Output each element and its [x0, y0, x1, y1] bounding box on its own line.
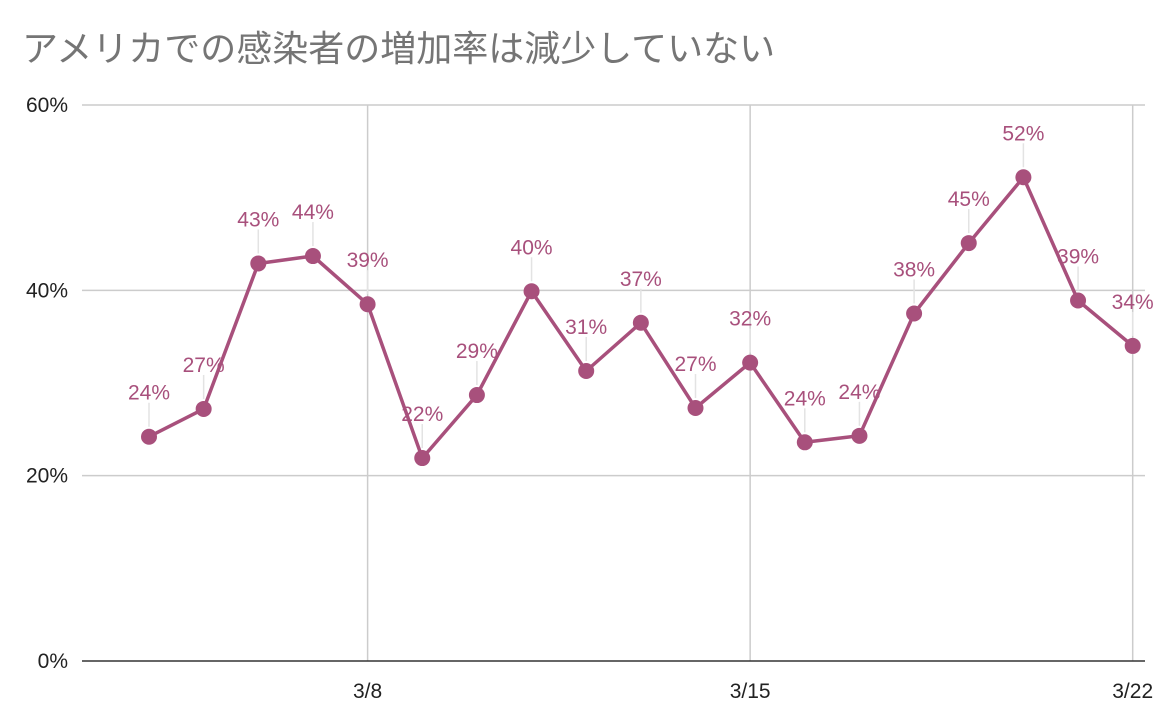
- data-point: [359, 296, 376, 313]
- data-label: 24%: [784, 387, 826, 410]
- chart-title: アメリカでの感染者の増加率は減少していない: [22, 29, 776, 70]
- x-tick-label: 3/8: [353, 680, 382, 703]
- y-tick-label: 20%: [26, 465, 68, 488]
- gridlines: [82, 104, 1145, 661]
- series-points: [141, 169, 1141, 467]
- data-point: [468, 387, 485, 404]
- data-label: 37%: [620, 268, 662, 291]
- data-point: [906, 305, 923, 322]
- data-label: 31%: [565, 316, 607, 339]
- data-label: 52%: [1002, 122, 1044, 145]
- data-label: 27%: [674, 353, 716, 376]
- label-leaders: [148, 143, 1134, 449]
- data-label: 45%: [948, 188, 990, 211]
- data-point: [195, 400, 212, 417]
- data-label: 44%: [292, 201, 334, 224]
- data-point: [304, 248, 321, 265]
- data-label: 40%: [511, 236, 553, 259]
- data-point: [250, 255, 267, 272]
- y-tick-label: 0%: [38, 650, 68, 673]
- data-point: [851, 427, 868, 444]
- data-point: [578, 362, 595, 379]
- data-label: 39%: [347, 249, 389, 272]
- data-point: [632, 314, 649, 331]
- data-point: [523, 283, 540, 300]
- data-point: [1070, 292, 1087, 309]
- data-label: 43%: [237, 208, 279, 231]
- data-label: 24%: [838, 381, 880, 404]
- data-point: [960, 235, 977, 252]
- data-label: 24%: [128, 382, 170, 405]
- data-label: 27%: [183, 354, 225, 377]
- y-tick-label: 40%: [26, 279, 68, 302]
- data-point: [796, 434, 813, 451]
- data-labels: 24% 27% 43% 44% 39% 22% 29% 40% 31% 37% 27% 32% 24% 2…: [128, 122, 1154, 426]
- data-label: 34%: [1112, 291, 1154, 314]
- x-tick-label: 3/22: [1112, 680, 1153, 703]
- axes: 0% 20% 40% 60% 3/8 3/15 3/22: [26, 94, 1153, 703]
- data-point: [742, 354, 759, 371]
- data-point: [414, 450, 431, 467]
- data-label: 39%: [1057, 246, 1099, 269]
- data-point: [1015, 169, 1032, 186]
- data-label: 22%: [401, 403, 443, 426]
- data-point: [141, 428, 157, 445]
- data-point: [1124, 337, 1141, 354]
- data-label: 38%: [893, 259, 935, 282]
- data-label: 29%: [456, 340, 498, 363]
- data-label: 32%: [729, 308, 771, 331]
- y-tick-label: 60%: [26, 94, 68, 117]
- data-point: [687, 400, 704, 417]
- x-tick-label: 3/15: [730, 680, 771, 703]
